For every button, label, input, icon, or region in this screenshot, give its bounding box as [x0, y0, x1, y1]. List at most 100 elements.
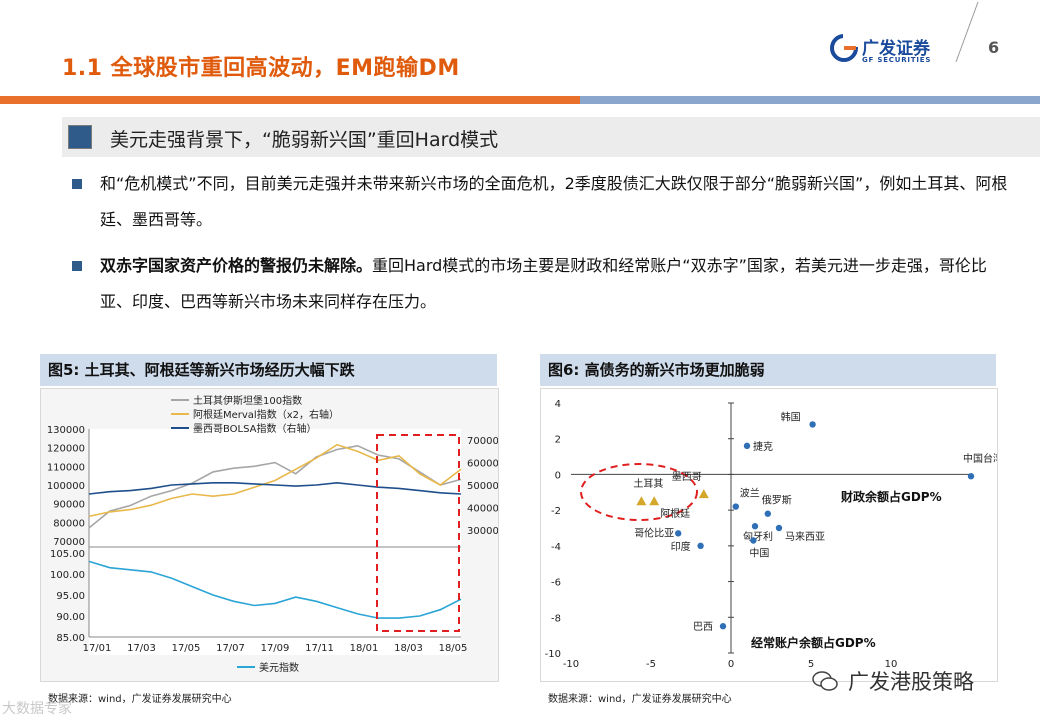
- y2-tick-label: 70000: [467, 436, 498, 447]
- y-tick-label: 4: [555, 399, 561, 410]
- y-tick-label: 95.00: [56, 591, 85, 602]
- y-tick-label: 90000: [53, 500, 85, 511]
- y-tick-label: 90.00: [56, 612, 85, 623]
- y-tick-label: 110000: [47, 462, 85, 473]
- y-tick-label: 80000: [53, 518, 85, 529]
- point-label: 墨西哥: [672, 471, 702, 483]
- logo-mark-icon: [830, 34, 858, 62]
- subheading-box: 美元走强背景下，“脆弱新兴国”重回Hard模式: [62, 117, 1040, 157]
- y2-tick-label: 40000: [467, 503, 498, 514]
- logo-text: 广发证券: [862, 39, 930, 59]
- y-tick-label: 100.00: [50, 570, 85, 581]
- page-title: 1.1 全球股市重回高波动，EM跑输DM: [62, 56, 460, 81]
- bullet-2-text: 重回Hard模式的市场主要是财政和经常账户“双赤字”国家，若美元进一步走强，哥伦…: [100, 256, 987, 311]
- figure6-source: 数据来源：wind，广发证券发展研究中心: [548, 694, 732, 705]
- scatter-point: [764, 510, 771, 517]
- y-axis-label: 财政余额占GDP%: [840, 489, 942, 504]
- gf-securities-logo: 广发证券 GF SECURITIES: [830, 32, 950, 72]
- bullet-1: 和“危机模式”不同，目前美元走强并未带来新兴市场的全面危机，2季度股债汇大跌仅限…: [72, 166, 1012, 238]
- y-tick-label: -6: [551, 578, 561, 589]
- x-tick-label: 17/09: [261, 643, 290, 654]
- scatter-point: [750, 537, 757, 544]
- y-tick-label: -4: [551, 542, 561, 553]
- x-tick-label: 17/07: [216, 643, 245, 654]
- y-tick-label: 70000: [53, 537, 85, 548]
- point-label: 俄罗斯: [762, 494, 792, 507]
- wechat-icon: [812, 671, 838, 691]
- x-tick-label: 17/05: [172, 643, 201, 654]
- x-tick-label: 18/03: [394, 643, 423, 654]
- x-tick-label: 17/11: [305, 643, 334, 654]
- y2-tick-label: 60000: [467, 459, 498, 470]
- figure5-source: 数据来源：wind，广发证券发展研究中心: [48, 694, 232, 705]
- point-label: 匈牙利: [743, 530, 773, 543]
- dollar-index-line: [88, 560, 462, 619]
- series-line-0: [88, 444, 462, 529]
- point-label: 巴西: [693, 621, 713, 633]
- header-divider: [955, 1, 979, 63]
- y-tick-label: 2: [555, 435, 561, 446]
- legend-label: 美元指数: [259, 661, 299, 674]
- x-tick-label: 5: [808, 659, 814, 670]
- bullet-2: 双赤字国家资产价格的警报仍未解除。重回Hard模式的市场主要是财政和经常账户“双…: [72, 248, 1012, 320]
- highlight-box: [376, 434, 460, 632]
- bullet-square-icon: [72, 179, 82, 189]
- x-tick-label: 10: [885, 659, 898, 670]
- highlight-ellipse: [580, 463, 698, 521]
- corner-watermark: 大数据专家: [2, 701, 72, 717]
- x-tick-label: 18/01: [350, 643, 379, 654]
- bullet-1-text: 和“危机模式”不同，目前美元走强并未带来新兴市场的全面危机，2季度股债汇大跌仅限…: [100, 174, 1008, 229]
- figure6-heading: 图6: 高债务的新兴市场更加脆弱: [540, 354, 996, 386]
- scatter-point: [697, 542, 704, 550]
- watermark-text: 广发港股策略: [848, 670, 974, 694]
- x-tick-label: -10: [563, 659, 579, 670]
- y-tick-label: 130000: [47, 425, 85, 436]
- scatter-point: [698, 489, 709, 499]
- logo-subtext: GF SECURITIES: [862, 56, 932, 64]
- figure6-chart: 4 2 0 -2 -4 -6 -8 -10-10 -5 0 5 10 韩国捷克中国台湾波兰俄罗斯匈牙利…: [540, 388, 1003, 682]
- point-label: 中国: [749, 547, 769, 560]
- subheading-square-icon: [68, 125, 92, 149]
- point-label: 波兰: [740, 487, 760, 500]
- x-tick-label: 17/03: [127, 643, 156, 654]
- y2-tick-label: 50000: [467, 481, 498, 492]
- x-axis-label: 经常账户余额占GDP%: [751, 635, 876, 650]
- y-tick-label: -2: [551, 506, 561, 517]
- series-line-2: [88, 481, 462, 495]
- figure5-heading: 图5: 土耳其、阿根廷等新兴市场经历大幅下跌: [40, 354, 497, 386]
- y-tick-label: 100000: [47, 481, 85, 492]
- y-tick-label: 0: [555, 470, 561, 481]
- scatter-point: [967, 473, 975, 480]
- bullet-square-icon: [72, 261, 82, 271]
- figure5-chart: 土耳其伊斯坦堡100指数 阿根廷Merval指数（x2，右轴） 墨西哥BOLSA…: [40, 388, 499, 682]
- subheading-text: 美元走强背景下，“脆弱新兴国”重回Hard模式: [110, 129, 499, 151]
- scatter-point: [732, 503, 739, 510]
- point-label: 中国台湾: [963, 452, 997, 465]
- scatter-point: [751, 523, 759, 530]
- y-tick-label: 105.00: [50, 549, 85, 560]
- scatter-point: [675, 530, 682, 537]
- page-number: 6: [988, 38, 1000, 57]
- point-label: 印度: [671, 540, 691, 553]
- point-label: 土耳其: [633, 477, 663, 490]
- bullet-2-lead: 双赤字国家资产价格的警报仍未解除。: [100, 256, 373, 275]
- legend-label: 阿根廷Merval指数（x2，右轴）: [193, 408, 339, 421]
- x-tick-label: 18/05: [439, 643, 468, 654]
- figure5-svg: 土耳其伊斯坦堡100指数 阿根廷Merval指数（x2，右轴） 墨西哥BOLSA…: [47, 394, 499, 674]
- scatter-point: [636, 496, 647, 506]
- scatter-point: [775, 524, 783, 532]
- y2-tick-label: 30000: [467, 526, 498, 537]
- figure6-svg: 4 2 0 -2 -4 -6 -8 -10-10 -5 0 5 10 韩国捷克中国台湾波兰俄罗斯匈牙利…: [545, 399, 1003, 670]
- x-tick-label: 0: [728, 659, 734, 670]
- series-line-1: [88, 443, 462, 518]
- point-label: 哥伦比亚: [634, 526, 674, 539]
- y-tick-label: 85.00: [56, 633, 85, 644]
- header-bar: [0, 96, 1040, 104]
- legend-label: 土耳其伊斯坦堡100指数: [193, 394, 302, 407]
- point-label: 韩国: [781, 410, 801, 423]
- point-label: 阿根廷: [660, 507, 690, 520]
- y-tick-label: -8: [551, 613, 561, 624]
- scatter-point: [743, 442, 751, 450]
- scatter-point: [809, 421, 816, 428]
- point-label: 马来西亚: [785, 531, 825, 543]
